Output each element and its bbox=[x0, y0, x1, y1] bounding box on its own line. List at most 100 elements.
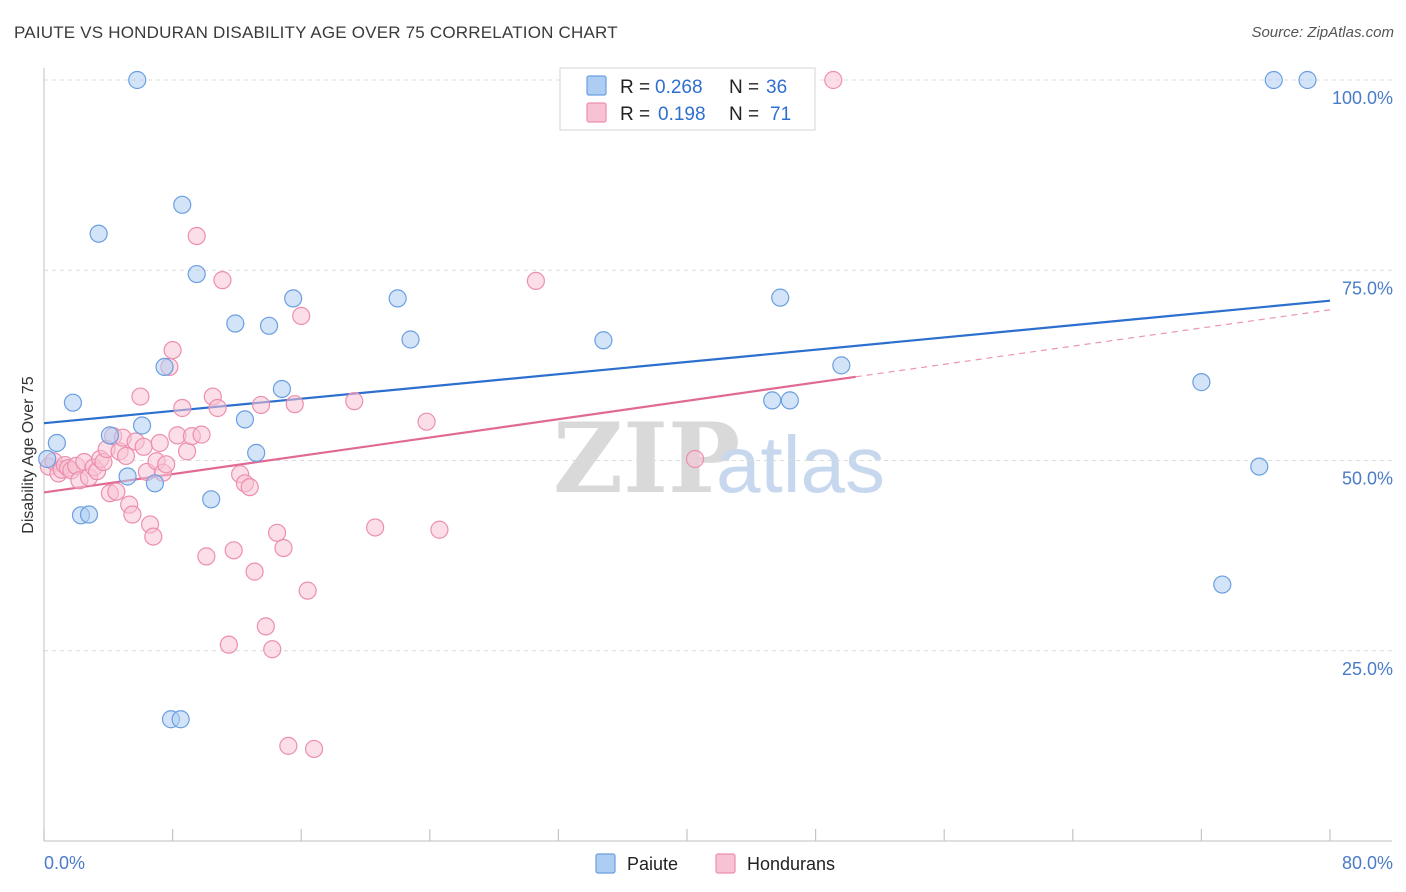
data-point-paiute[interactable] bbox=[128, 70, 147, 90]
data-point-paiute[interactable] bbox=[780, 391, 799, 410]
grid-lines bbox=[44, 79, 1392, 652]
data-point-paiute[interactable] bbox=[284, 289, 303, 308]
data-point-hondurans[interactable] bbox=[197, 547, 216, 566]
legend-r-value-hondurans: 0.198 bbox=[658, 104, 706, 125]
data-point-hondurans[interactable] bbox=[134, 437, 153, 456]
data-point-hondurans[interactable] bbox=[279, 736, 298, 755]
data-point-hondurans[interactable] bbox=[208, 398, 227, 418]
data-point-paiute[interactable] bbox=[171, 710, 190, 729]
y-tick-label: 100.0% bbox=[1332, 88, 1393, 108]
y-tick-label: 75.0% bbox=[1342, 278, 1393, 298]
data-point-hondurans[interactable] bbox=[116, 446, 136, 466]
data-point-paiute[interactable] bbox=[594, 331, 613, 350]
data-point-paiute[interactable] bbox=[1298, 70, 1317, 90]
data-point-paiute[interactable] bbox=[202, 490, 221, 509]
trend-line-hondurans-extension bbox=[855, 309, 1331, 378]
legend-n-value-paiute: 36 bbox=[766, 77, 787, 98]
data-point-paiute[interactable] bbox=[132, 416, 152, 435]
data-point-paiute[interactable] bbox=[79, 505, 99, 524]
data-point-paiute[interactable] bbox=[1264, 70, 1283, 90]
data-point-hondurans[interactable] bbox=[163, 341, 182, 360]
data-point-paiute[interactable] bbox=[145, 474, 165, 493]
data-point-hondurans[interactable] bbox=[304, 739, 324, 759]
data-point-hondurans[interactable] bbox=[224, 541, 243, 560]
data-point-paiute[interactable] bbox=[38, 449, 57, 469]
y-tick-label: 50.0% bbox=[1342, 469, 1393, 489]
data-point-paiute[interactable] bbox=[63, 393, 83, 412]
data-point-paiute[interactable] bbox=[401, 330, 420, 349]
data-point-hondurans[interactable] bbox=[417, 412, 436, 431]
legend-n-label-hondurans: N = bbox=[729, 104, 759, 125]
data-point-paiute[interactable] bbox=[832, 356, 851, 375]
watermark: ZIP atlas bbox=[553, 402, 885, 515]
data-point-paiute[interactable] bbox=[1250, 457, 1269, 476]
legend: R = 0.268 N = 36 R = 0.198 N = 71 bbox=[559, 67, 816, 131]
bottom-legend-swatch-hondurans bbox=[715, 853, 736, 874]
data-point-hondurans[interactable] bbox=[263, 640, 282, 659]
data-point-hondurans[interactable] bbox=[366, 518, 385, 537]
data-point-hondurans[interactable] bbox=[173, 398, 192, 418]
data-point-hondurans[interactable] bbox=[219, 635, 238, 654]
data-point-hondurans[interactable] bbox=[144, 527, 163, 546]
data-point-paiute[interactable] bbox=[187, 264, 206, 284]
data-point-hondurans[interactable] bbox=[213, 271, 232, 290]
data-point-hondurans[interactable] bbox=[267, 523, 287, 542]
data-point-paiute[interactable] bbox=[173, 195, 192, 214]
data-point-paiute[interactable] bbox=[235, 410, 255, 429]
data-point-hondurans[interactable] bbox=[123, 505, 142, 524]
data-point-paiute[interactable] bbox=[100, 426, 120, 445]
chart-source: Source: ZipAtlas.com bbox=[1251, 24, 1394, 41]
legend-n-value-hondurans: 71 bbox=[770, 104, 791, 125]
tick-labels: 25.0% 50.0% 75.0% 100.0% 0.0% 80.0% bbox=[44, 88, 1393, 873]
data-point-hondurans[interactable] bbox=[430, 520, 449, 539]
bottom-legend: Paiute Hondurans bbox=[595, 853, 835, 874]
data-points[interactable] bbox=[38, 70, 1317, 759]
x-tick-label: 80.0% bbox=[1342, 853, 1393, 873]
data-point-paiute[interactable] bbox=[155, 357, 174, 376]
watermark-zip: ZIP bbox=[553, 402, 740, 515]
data-point-hondurans[interactable] bbox=[345, 392, 364, 411]
data-point-hondurans[interactable] bbox=[274, 538, 293, 558]
data-point-hondurans[interactable] bbox=[107, 482, 126, 501]
data-point-hondurans[interactable] bbox=[192, 425, 211, 444]
data-point-hondurans[interactable] bbox=[157, 455, 176, 474]
data-point-hondurans[interactable] bbox=[256, 617, 275, 636]
data-point-hondurans[interactable] bbox=[187, 226, 206, 246]
data-point-hondurans[interactable] bbox=[150, 433, 169, 453]
data-point-hondurans[interactable] bbox=[526, 271, 545, 291]
data-point-paiute[interactable] bbox=[771, 288, 790, 307]
data-point-paiute[interactable] bbox=[118, 467, 137, 486]
data-point-paiute[interactable] bbox=[388, 289, 407, 308]
x-tick-label: 0.0% bbox=[44, 853, 85, 873]
data-point-hondurans[interactable] bbox=[292, 306, 311, 326]
data-point-hondurans[interactable] bbox=[240, 478, 259, 497]
data-point-hondurans[interactable] bbox=[131, 387, 150, 406]
data-point-hondurans[interactable] bbox=[177, 442, 197, 461]
data-point-hondurans[interactable] bbox=[685, 449, 705, 469]
data-point-paiute[interactable] bbox=[226, 314, 245, 333]
y-tick-label: 25.0% bbox=[1342, 659, 1393, 679]
data-point-hondurans[interactable] bbox=[824, 70, 843, 90]
legend-swatch-hondurans bbox=[586, 102, 607, 123]
data-point-paiute[interactable] bbox=[1192, 373, 1211, 392]
data-point-paiute[interactable] bbox=[47, 433, 66, 453]
data-point-paiute[interactable] bbox=[259, 316, 279, 335]
legend-swatch-paiute bbox=[586, 75, 607, 96]
data-point-paiute[interactable] bbox=[1213, 575, 1232, 594]
legend-n-label-paiute: N = bbox=[729, 77, 759, 98]
chart-title: PAIUTE VS HONDURAN DISABILITY AGE OVER 7… bbox=[14, 23, 618, 42]
watermark-atlas: atlas bbox=[716, 420, 885, 509]
data-point-paiute[interactable] bbox=[89, 224, 108, 243]
trend-line-hondurans bbox=[43, 375, 856, 494]
data-point-hondurans[interactable] bbox=[285, 395, 304, 414]
bottom-legend-paiute: Paiute bbox=[627, 854, 678, 874]
legend-r-value-paiute: 0.268 bbox=[655, 77, 703, 98]
data-point-paiute[interactable] bbox=[247, 443, 266, 462]
bottom-legend-hondurans: Hondurans bbox=[747, 854, 835, 874]
legend-r-label-paiute: R = bbox=[620, 77, 650, 98]
data-point-paiute[interactable] bbox=[763, 391, 782, 410]
data-point-hondurans[interactable] bbox=[251, 395, 271, 415]
data-point-hondurans[interactable] bbox=[298, 581, 317, 600]
data-point-hondurans[interactable] bbox=[245, 562, 264, 581]
data-point-paiute[interactable] bbox=[272, 379, 292, 399]
